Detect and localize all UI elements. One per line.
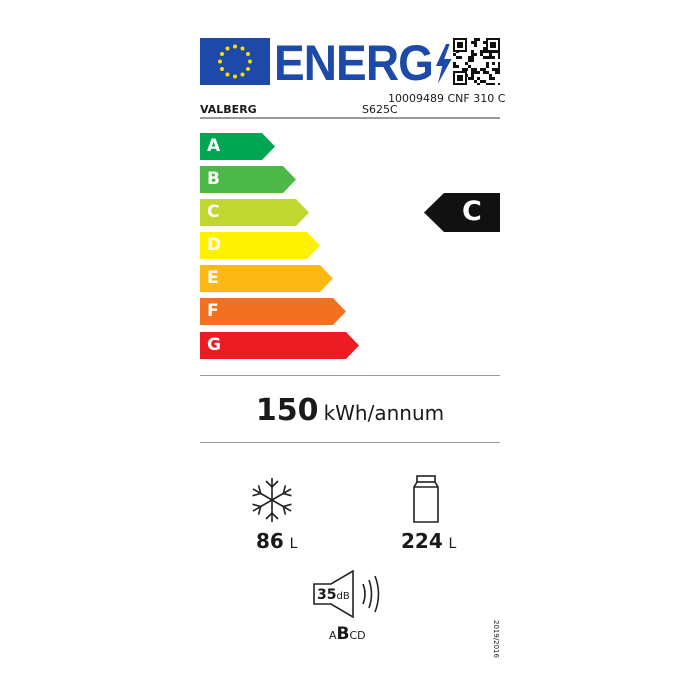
energy-class-letter: F [207, 301, 219, 321]
freezer-volume-value: 86 [256, 529, 284, 553]
noise-class-scale: ABCD [329, 624, 366, 644]
lightning-icon [435, 44, 452, 84]
model-identifier: 10009489 CNF 310 C S625C [362, 93, 505, 115]
freezer-volume: 86 L [256, 529, 297, 553]
energy-class-bar-a: A [200, 133, 275, 160]
fridge-volume: 224 L [401, 529, 456, 553]
rating-arrow: C [424, 193, 500, 232]
energy-class-bar-b: B [200, 166, 296, 193]
freezer-volume-unit: L [289, 536, 298, 552]
fridge-icon [413, 475, 439, 527]
energy-class-letter: B [207, 169, 220, 189]
energy-class-letter: A [207, 136, 221, 156]
rating-class: C [462, 196, 482, 227]
consumption-value: 150 [255, 393, 319, 428]
model-line-2: S625C [362, 103, 398, 116]
energy-class-bar-g: G [200, 332, 359, 359]
energy-class-letter: E [207, 268, 219, 288]
energy-logo-word: ENERG [274, 35, 434, 91]
energy-class-letter: G [207, 335, 221, 355]
qr-code[interactable] [453, 38, 501, 86]
noise-unit: dB [336, 591, 350, 602]
speaker-icon: 35dB [313, 569, 391, 622]
model-line-1: 10009489 CNF 310 C [388, 92, 506, 105]
energy-class-bar-d: D [200, 232, 320, 259]
noise-class-a: A [329, 629, 337, 642]
energy-class-bar-c: C [200, 199, 309, 226]
energy-class-bar-f: F [200, 298, 346, 325]
noise-value: 35 [317, 587, 337, 603]
eu-flag-logo [200, 38, 270, 85]
divider [200, 442, 500, 443]
noise-class-selected: B [336, 624, 350, 644]
noise-level: 35dB [317, 587, 350, 603]
divider [200, 117, 500, 119]
noise-class-cd: CD [349, 629, 366, 642]
brand-name: VALBERG [200, 103, 257, 116]
snowflake-icon [249, 477, 295, 527]
fridge-volume-value: 224 [401, 529, 443, 553]
energy-class-bar-e: E [200, 265, 333, 292]
energy-class-letter: D [207, 235, 222, 255]
regulation-number: 2019/2016 [492, 620, 500, 658]
energy-class-letter: C [207, 202, 220, 222]
divider [200, 375, 500, 376]
consumption-unit: kWh/annum [323, 401, 445, 425]
fridge-volume-unit: L [448, 536, 457, 552]
energy-logo-text: ENERG [274, 34, 453, 92]
energy-consumption: 150 kWh/annum [200, 393, 500, 428]
